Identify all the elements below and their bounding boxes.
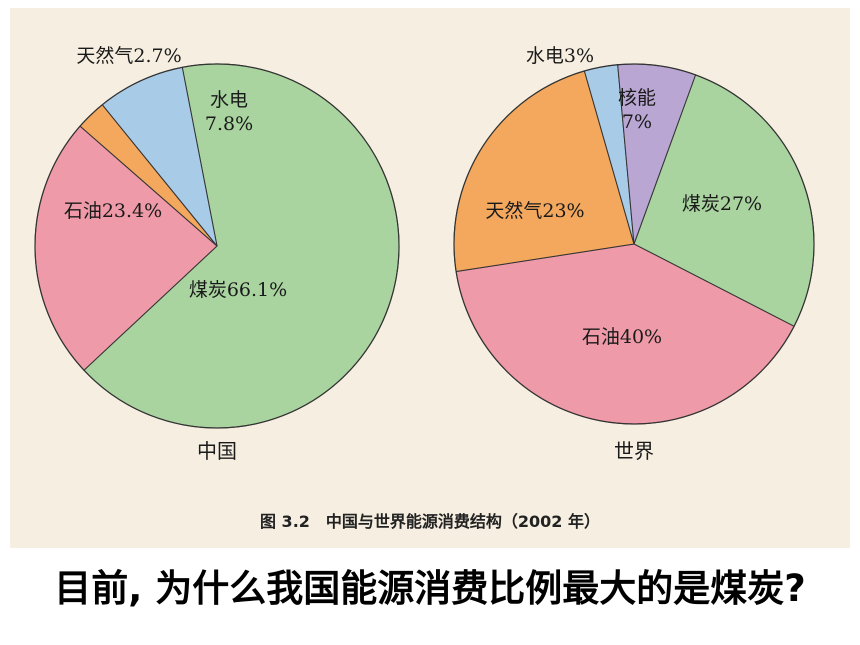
pie-chart-china: 煤炭66.1% 石油23.4% 天然气2.7% 水电 7.8% (34, 45, 400, 429)
pie-label-china-1: 煤炭66.1% (189, 279, 287, 301)
pie-chart-world: 煤炭27% 石油40% 天然气23% 水电3% 核能 7% (453, 45, 815, 425)
pie-label-world-1: 煤炭27% (682, 193, 762, 215)
pie-label-world-5: 核能 7% (618, 87, 656, 133)
pie-label-world-2: 石油40% (582, 326, 662, 348)
pie-outline-china (34, 63, 400, 429)
figure-caption: 图 3.2 中国与世界能源消费结构（2002 年） (259, 512, 601, 531)
pie-label-china-3: 天然气2.7% (76, 45, 181, 67)
pie-label-china-2: 石油23.4% (64, 200, 162, 222)
pie-label-world-3: 天然气23% (485, 200, 584, 222)
pie-outline-world (453, 63, 815, 425)
chart-caption-world: 世界 (614, 439, 654, 463)
pie-label-china-4: 水电 7.8% (205, 89, 253, 135)
question-text: 目前, 为什么我国能源消费比例最大的是煤炭? (54, 567, 806, 610)
chart-caption-china: 中国 (197, 439, 237, 463)
pie-label-world-4: 水电3% (526, 45, 594, 67)
